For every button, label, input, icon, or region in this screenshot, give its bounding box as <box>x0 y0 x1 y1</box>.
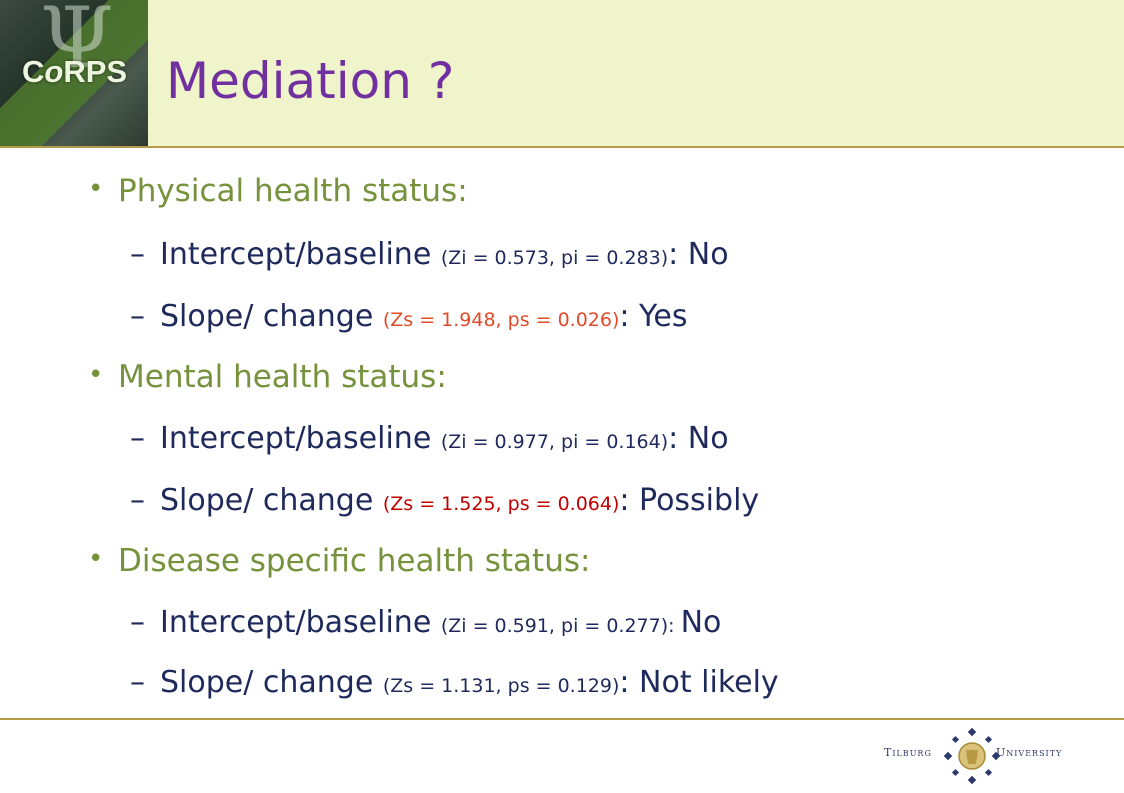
header-band <box>0 0 1124 146</box>
stat-values: (Zi = 0.573, pi = 0.283) <box>440 247 669 269</box>
result-text: : No <box>668 237 729 272</box>
list-item: – Slope/ change (Zs = 1.948, ps = 0.026):… <box>130 299 688 334</box>
list-item: – Slope/ change (Zs = 1.525, ps = 0.064):… <box>130 483 760 518</box>
result-text: : Possibly <box>619 483 760 518</box>
university-seal-icon <box>944 728 1000 784</box>
list-item: – Slope/ change (Zs = 1.131, ps = 0.129):… <box>130 665 779 700</box>
result-text: No <box>680 605 722 640</box>
result-text: : Yes <box>619 299 688 334</box>
dash-icon: – <box>130 483 145 518</box>
dash-icon: – <box>130 605 145 640</box>
result-text: : Not likely <box>619 665 779 700</box>
list-item: – Intercept/baseline (Zi = 0.977, pi = 0.… <box>130 421 729 456</box>
list-item: – Intercept/baseline (Zi = 0.573, pi = 0.… <box>130 237 729 272</box>
dash-icon: – <box>130 421 145 456</box>
bullet-icon: • <box>88 174 104 204</box>
corps-logo: Ψ CoRPS <box>0 0 148 146</box>
dash-icon: – <box>130 237 145 272</box>
section-heading: • Mental health status: <box>88 359 447 395</box>
section-heading: • Physical health status: <box>88 173 468 209</box>
psi-icon: Ψ <box>40 0 114 87</box>
result-text: : No <box>668 421 729 456</box>
list-item: – Intercept/baseline (Zi = 0.591, pi = 0.… <box>130 605 722 640</box>
bullet-icon: • <box>88 360 104 390</box>
university-name-right: University <box>996 746 1063 759</box>
stat-values: (Zs = 1.948, ps = 0.026) <box>382 309 620 331</box>
bullet-icon: • <box>88 544 104 574</box>
stat-values: (Zs = 1.525, ps = 0.064) <box>382 493 620 515</box>
section-heading: • Disease specific health status: <box>88 543 591 579</box>
dash-icon: – <box>130 665 145 700</box>
stat-values: (Zi = 0.591, pi = 0.277): <box>440 615 681 637</box>
dash-icon: – <box>130 299 145 334</box>
tilburg-university-logo: Tilburg University <box>884 728 1084 784</box>
header-divider <box>0 146 1124 148</box>
stat-values: (Zi = 0.977, pi = 0.164) <box>440 431 669 453</box>
footer-divider <box>0 718 1124 720</box>
stat-values: (Zs = 1.131, ps = 0.129) <box>382 675 620 697</box>
slide-title: Mediation ? <box>166 52 455 110</box>
logo-text: CoRPS <box>22 54 128 89</box>
university-name-left: Tilburg <box>884 746 932 759</box>
